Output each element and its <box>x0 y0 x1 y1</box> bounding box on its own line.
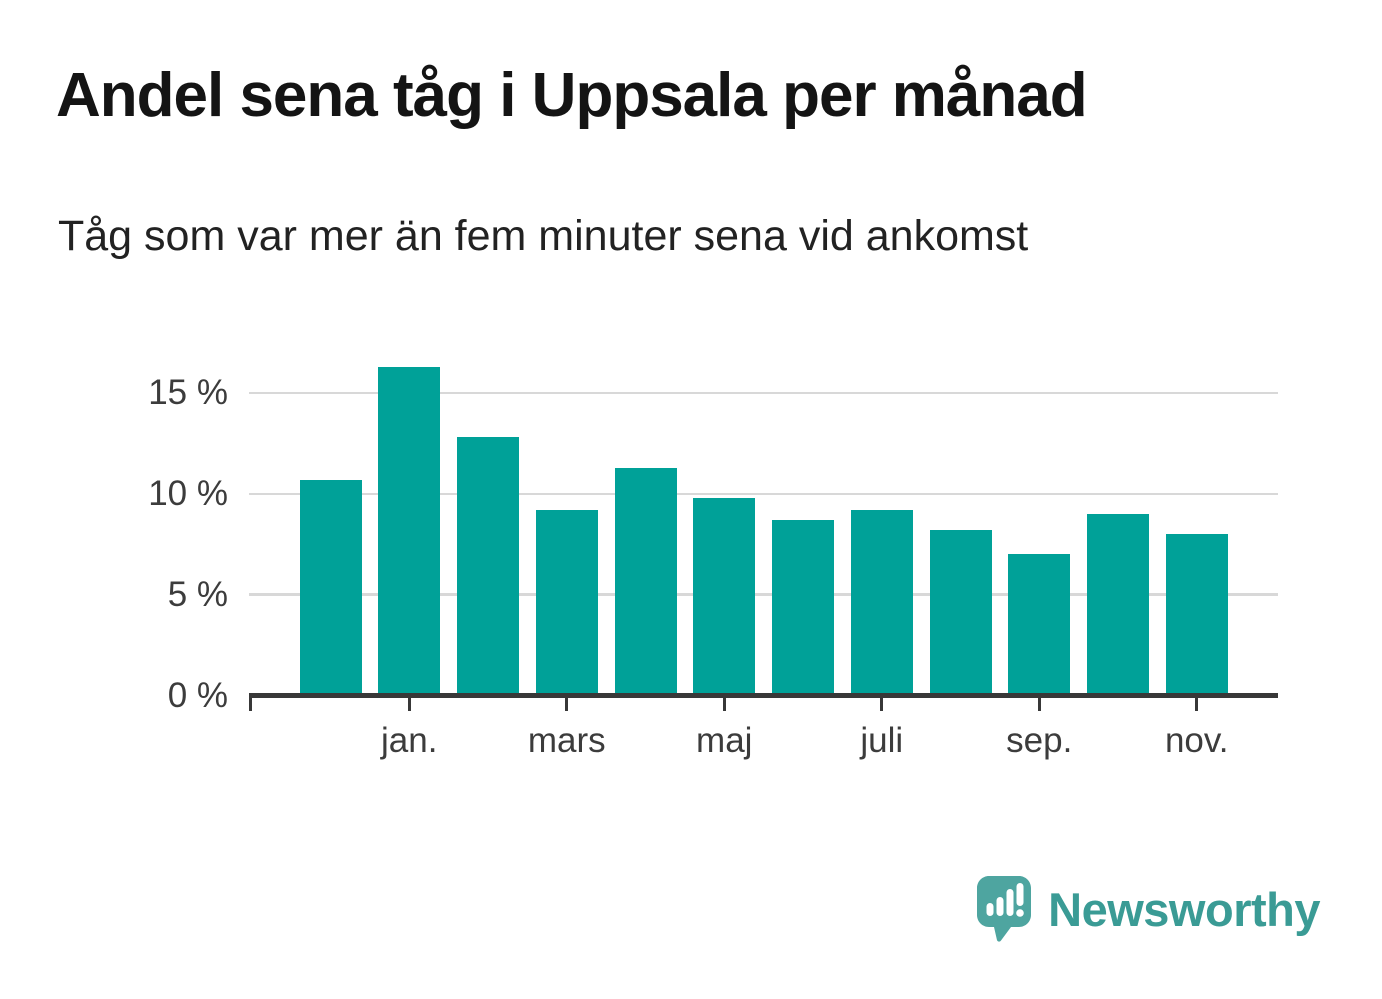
bar-juni <box>772 520 834 693</box>
bar-okt. <box>1087 513 1149 693</box>
x-axis-tick <box>565 697 569 711</box>
x-axis-tick <box>722 697 726 711</box>
bar-feb. <box>457 437 519 693</box>
x-axis-label: nov. <box>1164 721 1229 760</box>
bar-mars <box>535 509 598 693</box>
logo-exclamation-dot <box>1016 909 1024 917</box>
y-axis-label: 0 % <box>167 675 228 715</box>
bar-dec. <box>299 479 362 693</box>
x-axis-label: sep. <box>1006 721 1073 760</box>
gridline-10pct <box>249 492 1278 496</box>
logo-mini-bar-2 <box>996 897 1004 916</box>
x-axis-label: jan. <box>381 721 438 760</box>
logo-exclamation-bar <box>1016 883 1024 906</box>
y-axis-label: 10 % <box>148 473 228 513</box>
y-axis-label: 15 % <box>148 372 228 412</box>
x-axis-tick <box>880 697 884 711</box>
logo-mini-bar-3 <box>1006 889 1014 916</box>
x-axis-line <box>249 693 1278 698</box>
bar-juli <box>850 509 913 693</box>
bar-sep. <box>1008 554 1071 693</box>
gridline-15pct <box>249 391 1278 395</box>
x-axis-tick <box>1037 697 1041 711</box>
newsworthy-logo: Newsworthy <box>977 876 1320 942</box>
chart-title: Andel sena tåg i Uppsala per månad <box>56 61 1088 130</box>
gridline-5pct <box>249 593 1278 596</box>
bar-maj <box>693 497 756 693</box>
x-axis-origin-tick <box>249 697 252 711</box>
logo-mini-bar-1 <box>986 903 994 916</box>
y-axis-label: 5 % <box>167 574 228 614</box>
newsworthy-logo-text: Newsworthy <box>1048 882 1320 936</box>
newsworthy-logo-icon <box>977 876 1032 942</box>
x-axis-tick <box>1195 697 1199 711</box>
bar-apr. <box>614 467 677 693</box>
bar-aug. <box>929 530 992 693</box>
x-axis-tick <box>407 697 411 711</box>
x-axis-label: maj <box>696 721 753 760</box>
x-axis-label: mars <box>527 721 606 760</box>
x-axis-label: juli <box>860 721 904 760</box>
bar-nov. <box>1165 534 1228 693</box>
bar-jan. <box>378 366 441 693</box>
chart-subtitle: Tåg som var mer än fem minuter sena vid … <box>58 212 1029 260</box>
